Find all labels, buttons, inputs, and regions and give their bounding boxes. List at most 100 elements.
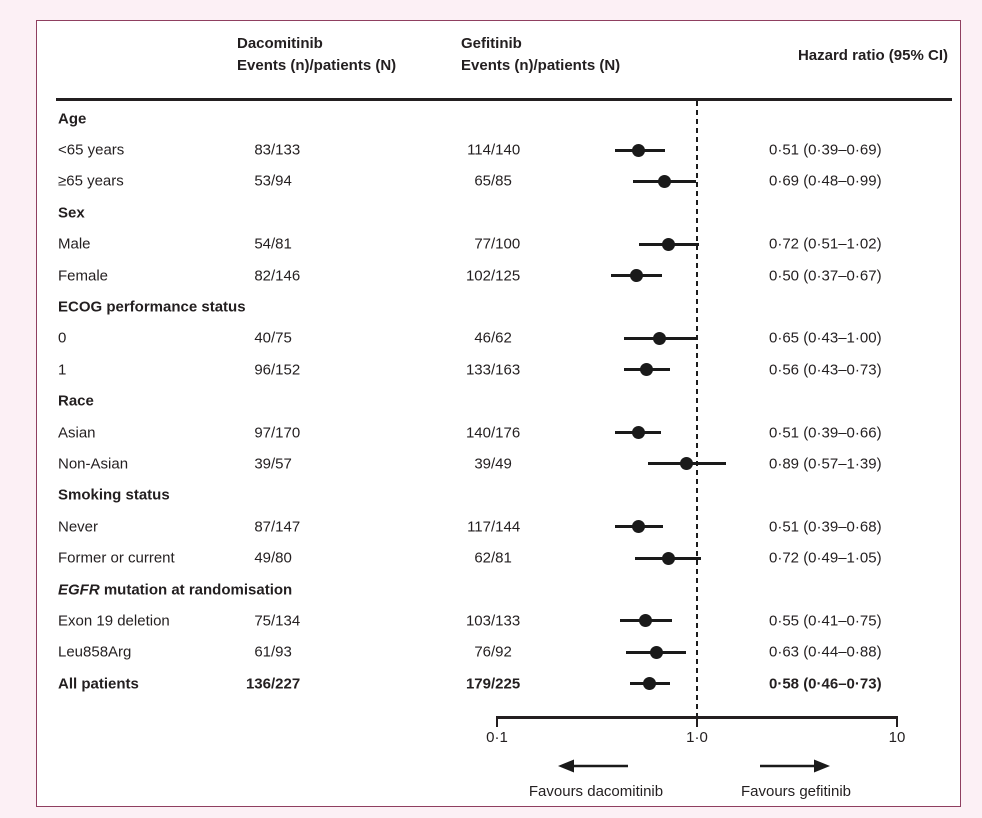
row-label: Sex (58, 204, 85, 222)
events-numerator: 46 (474, 329, 491, 347)
events-denominator: /81 (271, 235, 292, 253)
events-numerator: 136 (245, 675, 271, 693)
favours-dacomitinib-arrow-icon (558, 759, 628, 773)
axis-tick-label: 0·1 (486, 729, 508, 746)
events-denominator: /57 (271, 455, 292, 473)
section-row: Age (37, 103, 962, 134)
events-denominator: /94 (271, 172, 292, 190)
favours-gefitinib-label: Favours gefitinib (740, 783, 852, 800)
events-denominator: /176 (491, 424, 521, 442)
dacomitinib-events-cell: 49/80 (227, 550, 292, 567)
dacomitinib-events-cell: 96/152 (227, 361, 300, 378)
events-denominator: /93 (271, 643, 292, 661)
row-label: EGFR mutation at randomisation (58, 581, 293, 599)
gefitinib-events-cell: 103/133 (447, 612, 520, 629)
row-label: Never (58, 518, 99, 536)
events-denominator: /85 (491, 172, 512, 190)
hazard-ratio-value: 0·51 (0·39–0·69) (769, 141, 882, 159)
favours-gefitinib-arrow-icon (760, 759, 830, 773)
gefitinib-events-cell: 114/140 (447, 142, 520, 159)
events-denominator: /133 (271, 141, 301, 159)
point-estimate-marker (632, 520, 645, 534)
subgroup-row: 1 96/152 133/163 0·56 (0·43–0·73) (37, 354, 962, 385)
row-label: Leu858Arg (58, 643, 132, 661)
row-label: ≥65 years (58, 172, 124, 190)
events-denominator: /152 (271, 361, 301, 379)
gefitinib-events-cell: 65/85 (447, 173, 512, 190)
dacomitinib-events-cell: 136/227 (227, 675, 300, 692)
gefitinib-events-cell: 179/225 (447, 675, 520, 692)
reference-line-hr-1 (696, 101, 698, 716)
point-estimate-marker (661, 237, 675, 251)
gefitinib-events-cell: 117/144 (447, 518, 520, 535)
events-denominator: /81 (491, 549, 512, 567)
events-numerator: 83 (254, 141, 271, 159)
point-estimate-marker (638, 614, 652, 628)
hazard-ratio-value: 0·72 (0·49–1·05) (769, 549, 882, 567)
events-denominator: /49 (491, 455, 512, 473)
row-label: Non-Asian (58, 455, 129, 473)
hazard-ratio-value: 0·89 (0·57–1·39) (769, 455, 882, 473)
dacomitinib-events-cell: 87/147 (227, 518, 300, 535)
row-label: All patients (58, 675, 139, 693)
hazard-ratio-value: 0·51 (0·39–0·66) (769, 424, 882, 442)
subgroup-row: <65 years 83/133 114/140 0·51 (0·39–0·69) (37, 134, 962, 165)
column-header-hazard-ratio: Hazard ratio (95% CI) (797, 47, 948, 64)
axis-tick (495, 716, 499, 727)
events-numerator: 76 (474, 643, 491, 661)
events-denominator: /170 (271, 424, 301, 442)
subgroup-row: All patients 136/227 179/225 0·58 (0·46–0·7… (37, 668, 962, 699)
row-label: Asian (58, 424, 96, 442)
events-denominator: /92 (491, 643, 512, 661)
events-denominator: /75 (271, 329, 292, 347)
gefitinib-events-cell: 62/81 (447, 550, 512, 567)
row-label: Exon 19 deletion (58, 612, 170, 630)
point-estimate-marker (650, 645, 664, 659)
subgroup-row: Asian 97/170 140/176 0·51 (0·39–0·66) (37, 417, 962, 448)
row-label: Male (58, 235, 91, 253)
dacomitinib-events-cell: 53/94 (227, 173, 292, 190)
events-numerator: 82 (254, 267, 271, 285)
section-row: ECOG performance status (37, 291, 962, 322)
events-denominator: /146 (271, 267, 301, 285)
gefitinib-events-cell: 77/100 (447, 236, 520, 253)
row-label: Former or current (58, 549, 175, 567)
events-numerator: 62 (474, 549, 491, 567)
subgroup-row: Male 54/81 77/100 0·72 (0·51–1·02) (37, 229, 962, 260)
favours-dacomitinib-label: Favours dacomitinib (528, 783, 664, 800)
axis-tick (695, 716, 699, 727)
events-denominator: /62 (491, 329, 512, 347)
events-denominator: /140 (491, 141, 521, 159)
events-numerator: 133 (465, 361, 491, 379)
events-denominator: /144 (491, 518, 521, 536)
hazard-ratio-value: 0·58 (0·46–0·73) (769, 675, 882, 693)
subgroup-row: 0 40/75 46/62 0·65 (0·43–1·00) (37, 323, 962, 354)
hazard-ratio-value: 0·50 (0·37–0·67) (769, 267, 882, 285)
events-numerator: 49 (254, 549, 271, 567)
events-numerator: 140 (465, 424, 491, 442)
dacomitinib-events-cell: 75/134 (227, 612, 300, 629)
events-denominator: /147 (271, 518, 301, 536)
events-denominator: /125 (491, 267, 521, 285)
axis-tick-label: 10 (888, 729, 906, 746)
gefitinib-events-cell: 76/92 (447, 644, 512, 661)
events-numerator: 103 (465, 612, 491, 630)
events-numerator: 117 (467, 518, 491, 536)
hazard-ratio-value: 0·56 (0·43–0·73) (769, 361, 882, 379)
dacomitinib-events-cell: 83/133 (227, 142, 300, 159)
events-denominator: /133 (491, 612, 521, 630)
events-numerator: 114 (467, 141, 491, 159)
point-estimate-marker (632, 143, 645, 157)
subgroup-row: Female 82/146 102/125 0·50 (0·37–0·67) (37, 260, 962, 291)
gefitinib-events-cell: 102/125 (447, 267, 520, 284)
axis-tick-label: 1·0 (686, 729, 708, 746)
events-numerator: 54 (254, 235, 271, 253)
events-denominator: /163 (491, 361, 521, 379)
events-numerator: 65 (474, 172, 491, 190)
figure-box: Dacomitinib Events (n)/patients (N) Gefi… (36, 20, 961, 807)
row-label: Female (58, 267, 109, 285)
point-estimate-marker (640, 363, 654, 377)
axis-tick (895, 716, 899, 727)
section-row: Sex (37, 197, 962, 228)
